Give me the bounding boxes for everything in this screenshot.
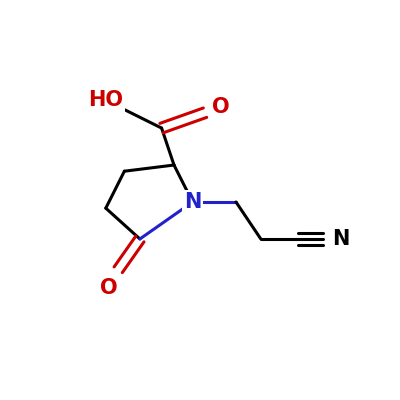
- Text: O: O: [100, 278, 118, 298]
- Text: N: N: [184, 192, 201, 212]
- Text: HO: HO: [88, 90, 123, 110]
- Text: N: N: [332, 229, 350, 249]
- Text: O: O: [212, 96, 229, 116]
